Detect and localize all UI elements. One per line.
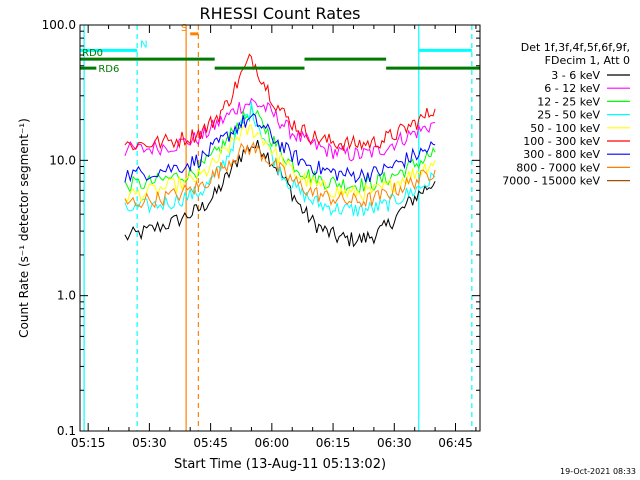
y-tick-label-3: 100.0 [42, 18, 76, 32]
legend-label-2: 12 - 25 keV [537, 95, 600, 108]
legend-header-1: Det 1f,3f,4f,5f,6f,9f, [521, 41, 630, 54]
timestamp: 19-Oct-2021 08:33 [560, 467, 636, 476]
y-axis-ticks: 0.1 1.0 10.0 100.0 [42, 18, 480, 438]
legend: Det 1f,3f,4f,5f,6f,9f, FDecim 1, Att 0 3… [502, 41, 630, 188]
series-group [124, 53, 436, 248]
series-line-4 [124, 124, 436, 203]
annotation-label-2: RD0 [82, 48, 103, 59]
plot-lines [83, 25, 473, 431]
y-tick-label-2: 10.0 [49, 153, 76, 167]
annotation-label-3: RD6 [98, 64, 119, 75]
legend-label-5: 100 - 300 keV [523, 135, 600, 148]
series-line-0 [124, 139, 436, 248]
legend-label-4: 50 - 100 keV [530, 122, 600, 135]
legend-label-3: 25 - 50 keV [537, 109, 600, 122]
annotation-label-1: S [181, 23, 187, 34]
x-tick-label-3: 06:00 [255, 436, 290, 450]
annotation-group: N S RD0 RD6 [80, 23, 480, 75]
y-tick-label-0: 0.1 [57, 424, 76, 438]
legend-label-7: 800 - 7000 keV [516, 161, 600, 174]
series-line-1 [124, 97, 436, 162]
y-tick-label-1: 1.0 [57, 289, 76, 303]
legend-header-2: FDecim 1, Att 0 [545, 54, 630, 67]
legend-label-6: 300 - 800 keV [523, 148, 600, 161]
x-tick-label-1: 05:30 [132, 436, 167, 450]
x-tick-label-0: 05:15 [71, 436, 106, 450]
chart-title: RHESSI Count Rates [200, 4, 361, 23]
x-axis-label: Start Time (13-Aug-11 05:13:02) [174, 457, 386, 472]
x-tick-label-2: 05:45 [193, 436, 228, 450]
annotation-label-0: N [140, 39, 147, 50]
x-tick-label-6: 06:45 [438, 436, 473, 450]
series-line-7 [124, 141, 436, 209]
series-line-6 [124, 113, 436, 184]
x-tick-label-5: 06:30 [377, 436, 412, 450]
y-axis-label: Count Rate (s⁻¹ detector segment⁻¹) [17, 118, 31, 338]
series-line-5 [124, 53, 436, 151]
legend-label-0: 3 - 6 keV [551, 69, 600, 82]
x-axis-ticks: 05:15 05:30 05:45 06:00 06:15 06:30 06:45 [71, 25, 477, 450]
legend-label-8: 7000 - 15000 keV [502, 175, 600, 188]
series-line-3 [124, 101, 436, 217]
legend-label-1: 6 - 12 keV [544, 82, 600, 95]
x-tick-label-4: 06:15 [316, 436, 351, 450]
plot-frame [79, 24, 481, 432]
